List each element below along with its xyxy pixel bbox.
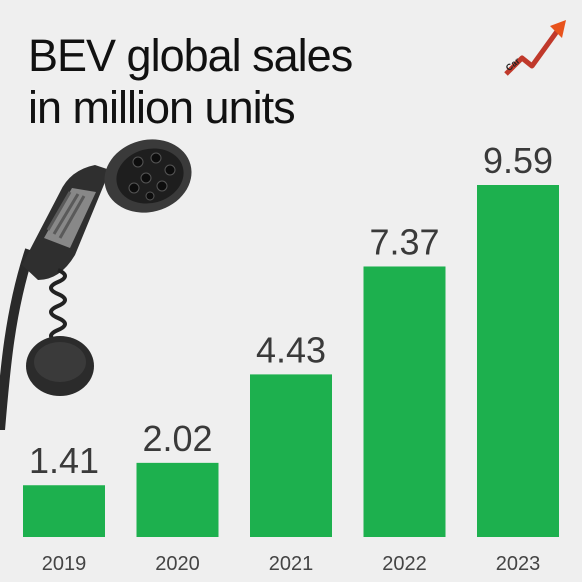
- data-label-2023: 9.59: [483, 140, 553, 181]
- data-label-2022: 7.37: [369, 221, 439, 262]
- data-label-2020: 2.02: [142, 418, 212, 459]
- x-tick-label-2023: 2023: [496, 553, 541, 575]
- x-tick-label-2020: 2020: [155, 553, 200, 575]
- title-line-1: BEV global sales: [28, 30, 353, 81]
- title-line-2: in million units: [28, 82, 296, 133]
- bar-2021: [250, 374, 332, 537]
- ev-charging-plug-icon: [0, 139, 192, 430]
- data-label-2021: 4.43: [256, 329, 326, 370]
- bar-2023: [477, 185, 559, 537]
- bar-2019: [23, 485, 105, 537]
- x-tick-label-2022: 2022: [382, 553, 427, 575]
- x-tick-label-2021: 2021: [269, 553, 314, 575]
- bar-2020: [136, 462, 219, 537]
- data-label-2019: 1.41: [29, 440, 99, 481]
- chart-title: BEV global sales in million units: [28, 30, 353, 134]
- car-industry-analysis-logo: Car: [504, 20, 566, 76]
- x-tick-label-2019: 2019: [42, 553, 87, 575]
- bar-2022: [363, 266, 446, 537]
